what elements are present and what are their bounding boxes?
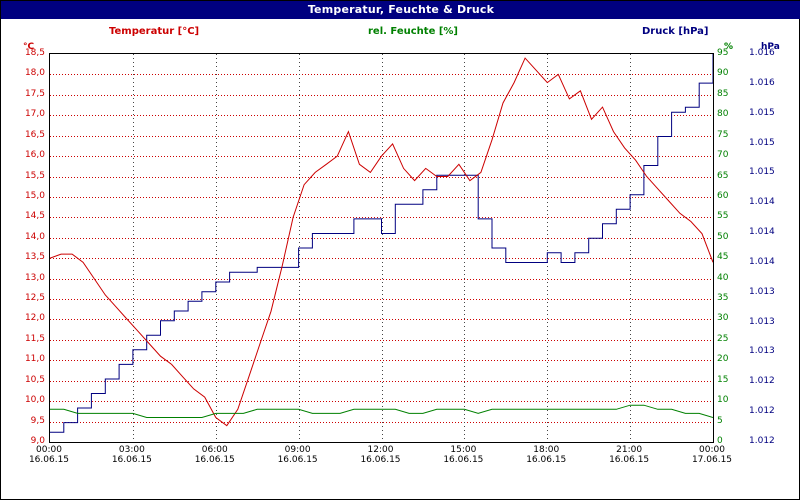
y-tick-temperature: 9,0 (30, 436, 45, 446)
y-tick-temperature: 15,5 (24, 170, 45, 181)
y-tick-humidity: 90 (717, 68, 729, 79)
axis-unit-temperature: °C (23, 42, 35, 52)
x-tick: 15:00 16.06.15 (443, 445, 484, 465)
y-tick-temperature: 14,5 (24, 211, 45, 222)
y-tick-temperature: 12,5 (24, 293, 45, 304)
axis-unit-pressure: hPa (761, 42, 780, 52)
y-tick-pressure: 1.012 (749, 406, 775, 417)
y-tick-humidity: 65 (717, 170, 729, 181)
y-tick-humidity: 60 (717, 190, 729, 201)
y-tick-humidity: 30 (717, 313, 729, 324)
plot-area (49, 53, 714, 443)
y-tick-humidity: 80 (717, 109, 729, 120)
y-tick-humidity: 5 (717, 415, 723, 426)
y-tick-humidity: 75 (717, 129, 729, 140)
y-tick-humidity: 85 (717, 88, 729, 99)
y-tick-temperature: 12,0 (24, 313, 45, 324)
y-tick-pressure: 1.016 (749, 77, 775, 88)
y-tick-temperature: 17,5 (24, 88, 45, 99)
y-tick-pressure: 1.013 (749, 346, 775, 357)
page-title: Temperatur, Feuchte & Druck (307, 3, 495, 16)
y-tick-humidity: 10 (717, 395, 729, 406)
y-tick-temperature: 10,0 (24, 395, 45, 406)
window-title-bar: Temperatur, Feuchte & Druck (1, 1, 800, 19)
x-tick: 09:00 16.06.15 (277, 445, 318, 465)
y-tick-humidity: 15 (717, 374, 729, 385)
y-tick-humidity: 0 (717, 436, 723, 446)
y-tick-temperature: 13,0 (24, 272, 45, 283)
y-tick-pressure: 1.014 (749, 227, 775, 238)
y-tick-pressure: 1.013 (749, 286, 775, 297)
x-tick: 00:00 17.06.15 (691, 445, 733, 465)
y-tick-temperature: 18,0 (24, 68, 45, 79)
y-tick-pressure: 1.012 (749, 376, 775, 387)
y-tick-humidity: 45 (717, 252, 729, 263)
y-tick-temperature: 13,5 (24, 252, 45, 263)
y-tick-pressure: 1.016 (749, 48, 775, 58)
y-tick-temperature: 10,5 (24, 374, 45, 385)
legend-temperature: Temperatur [°C] (109, 26, 200, 37)
x-tick: 21:00 16.06.15 (609, 445, 650, 465)
y-tick-humidity: 50 (717, 231, 729, 242)
x-tick: 18:00 16.06.15 (526, 445, 567, 465)
series-line (50, 404, 713, 418)
series-line (50, 54, 713, 433)
y-tick-temperature: 14,0 (24, 231, 45, 242)
series-line (50, 57, 713, 427)
y-tick-humidity: 25 (717, 333, 729, 344)
y-tick-humidity: 55 (717, 211, 729, 222)
y-tick-temperature: 17,0 (24, 109, 45, 120)
y-tick-temperature: 11,0 (24, 354, 45, 365)
x-tick: 03:00 16.06.15 (111, 445, 152, 465)
legend-pressure: Druck [hPa] (642, 26, 709, 37)
legend-humidity: rel. Feuchte [%] (368, 26, 458, 37)
y-tick-humidity: 35 (717, 293, 729, 304)
y-tick-temperature: 9,5 (30, 415, 45, 426)
y-tick-pressure: 1.014 (749, 197, 775, 208)
y-tick-pressure: 1.012 (749, 436, 775, 446)
y-tick-temperature: 15,0 (24, 190, 45, 201)
x-tick: 00:00 16.06.15 (28, 445, 70, 465)
y-tick-humidity: 40 (717, 272, 729, 283)
x-tick: 12:00 16.06.15 (360, 445, 401, 465)
y-tick-humidity: 70 (717, 150, 729, 161)
y-tick-temperature: 18,5 (24, 48, 45, 58)
y-tick-pressure: 1.014 (749, 256, 775, 267)
y-tick-temperature: 16,5 (24, 129, 45, 140)
y-tick-humidity: 20 (717, 354, 729, 365)
x-tick: 06:00 16.06.15 (194, 445, 235, 465)
y-tick-pressure: 1.015 (749, 167, 775, 178)
y-tick-pressure: 1.013 (749, 316, 775, 327)
y-tick-temperature: 11,5 (24, 333, 45, 344)
series-layer (50, 54, 713, 433)
y-tick-pressure: 1.015 (749, 137, 775, 148)
y-tick-pressure: 1.015 (749, 107, 775, 118)
axis-unit-humidity: % (724, 42, 734, 52)
y-tick-humidity: 95 (717, 48, 729, 58)
y-tick-temperature: 16,0 (24, 150, 45, 161)
